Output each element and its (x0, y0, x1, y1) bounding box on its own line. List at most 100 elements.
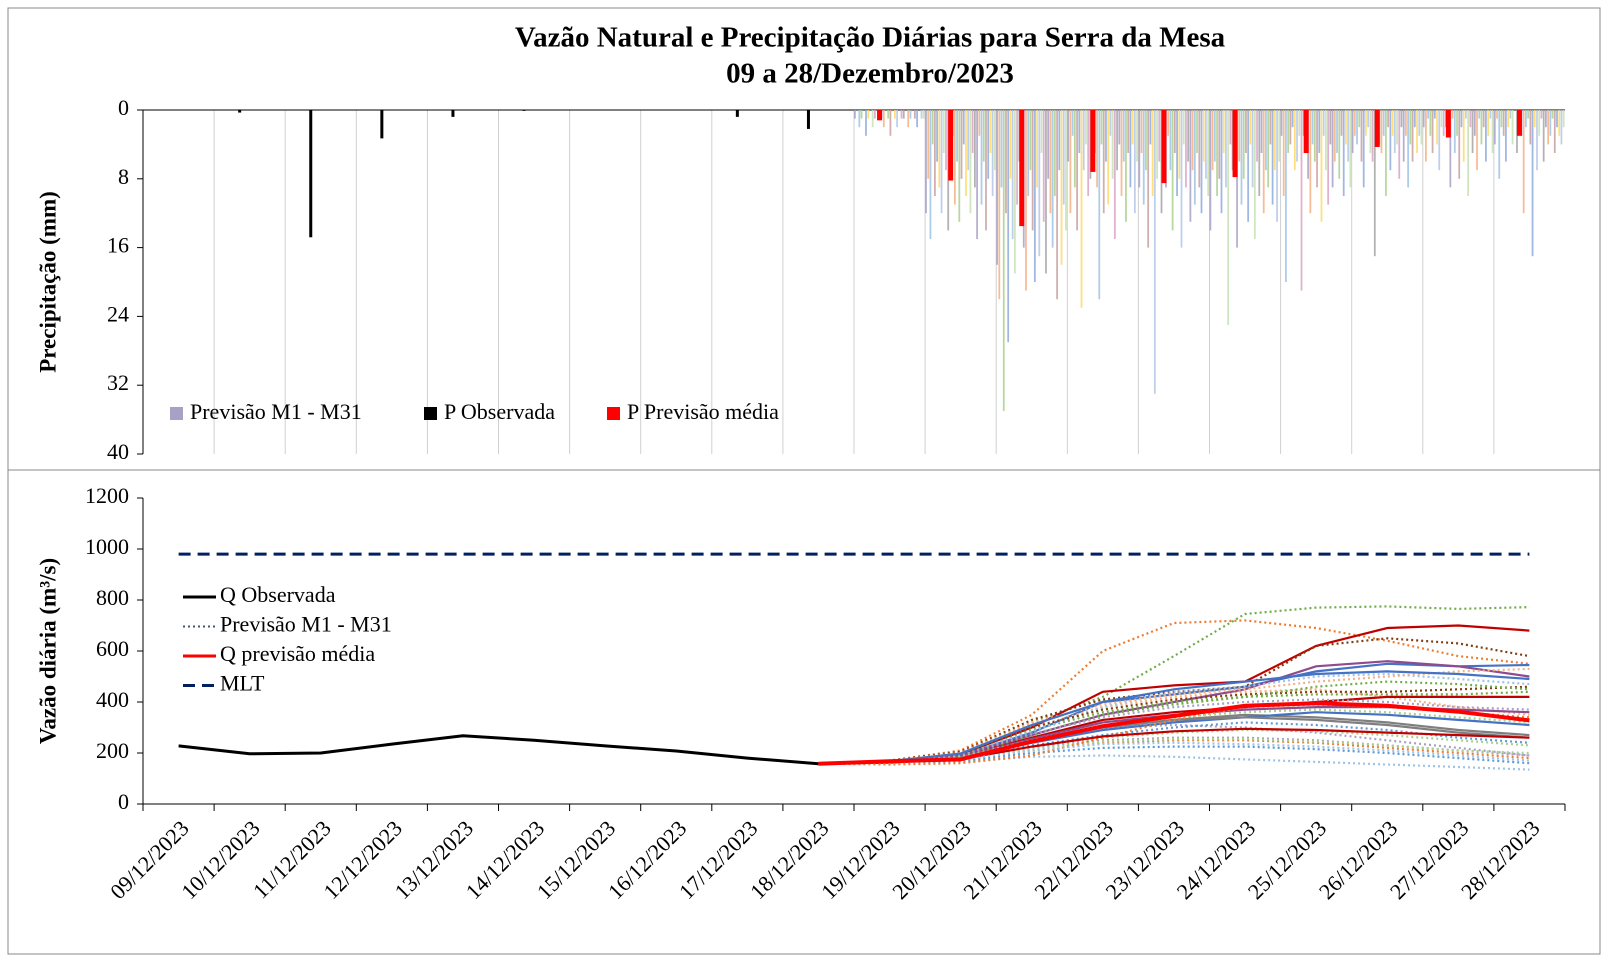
member-bar (1009, 110, 1012, 179)
member-bar (1087, 110, 1090, 196)
member-bar (982, 110, 985, 162)
member-bar (1396, 110, 1398, 145)
frame (7, 7, 1601, 955)
member-bar (1007, 110, 1010, 343)
member-bar (1176, 110, 1178, 196)
member-bar (1011, 110, 1014, 239)
member-bar (1436, 110, 1438, 145)
member-bar (1118, 110, 1121, 145)
y-tick-label: 600 (96, 636, 129, 661)
y-tick-label: 1000 (85, 534, 129, 559)
member-bar (1029, 110, 1032, 171)
member-bar (889, 110, 892, 136)
member-bar (1285, 110, 1287, 282)
member-bar (993, 110, 996, 171)
member-bar (936, 110, 938, 162)
member-bar (971, 110, 974, 153)
member-bar (1356, 110, 1358, 145)
y-tick-label: 16 (107, 233, 129, 258)
member-bar (1400, 110, 1403, 128)
member-bar (1325, 110, 1327, 171)
member-bar (1036, 110, 1038, 188)
member-bar (1271, 110, 1274, 205)
member-bar (1140, 110, 1143, 153)
member-bar (1505, 110, 1507, 162)
member-bar (1260, 110, 1263, 153)
member-bar (909, 110, 912, 119)
member-bar (1402, 110, 1405, 162)
member-bar (1222, 110, 1225, 153)
member-bar (1031, 110, 1034, 231)
member-bar (1033, 110, 1036, 282)
legend-label: P Observada (444, 399, 555, 424)
y-tick-label: 1200 (85, 483, 129, 508)
member-bar (1485, 110, 1487, 162)
member-bar (1082, 110, 1085, 171)
member-line (818, 670, 1530, 765)
member-bar (929, 110, 932, 239)
member-bar (1227, 110, 1230, 325)
member-bar (1542, 110, 1545, 162)
member-bar (882, 110, 885, 128)
member-bar (1156, 110, 1158, 179)
mean-bar (1090, 110, 1096, 172)
mean-bar (1374, 110, 1380, 147)
member-bar (958, 110, 961, 222)
member-bar (1398, 110, 1401, 179)
member-bar (1367, 110, 1370, 128)
member-bar (1509, 110, 1512, 119)
member-bar (1256, 110, 1258, 162)
member-bar (1216, 110, 1218, 196)
legend-label: Previsão M1 - M31 (220, 612, 392, 637)
member-bar (940, 110, 943, 214)
member-bar (1076, 110, 1078, 231)
member-bar (1133, 110, 1136, 214)
member-bar (867, 110, 870, 119)
member-bar (1431, 110, 1434, 153)
member-bar (1280, 110, 1283, 136)
member-bar (1065, 110, 1067, 231)
mean-bar (1161, 110, 1167, 184)
member-bar (1282, 110, 1285, 196)
member-bar (1347, 110, 1350, 162)
member-bar (1458, 110, 1461, 179)
member-bar (1460, 110, 1463, 128)
chart-title: Vazão Natural e Precipitação Diárias par… (515, 22, 1226, 54)
member-bar (933, 110, 936, 196)
member-bar (1147, 110, 1150, 248)
member-bar (1329, 110, 1332, 145)
member-bar (1380, 110, 1383, 153)
member-bar (1453, 110, 1456, 153)
member-bar (1107, 110, 1110, 205)
member-bar (1211, 110, 1214, 171)
member-bar (902, 110, 905, 119)
member-bar (1342, 110, 1345, 196)
member-bar (1027, 110, 1030, 196)
member-line (818, 605, 1530, 765)
observed-bar (735, 110, 739, 117)
member-bar (1100, 110, 1103, 145)
member-bar (1511, 110, 1514, 145)
member-bar (1045, 110, 1047, 274)
member-bar (1213, 110, 1216, 162)
member-bar (1438, 110, 1441, 171)
member-bar (1331, 110, 1334, 188)
member-bar (1418, 110, 1421, 136)
member-bar (922, 110, 925, 119)
member-bar (1498, 110, 1501, 179)
member-bar (1198, 110, 1201, 188)
member-bar (1238, 110, 1241, 162)
member-bar (1127, 110, 1130, 153)
member-bar (1345, 110, 1347, 145)
member-bar (1391, 110, 1394, 136)
mean-bar (948, 110, 954, 181)
member-bar (1360, 110, 1363, 162)
member-bar (962, 110, 965, 145)
member-line (818, 737, 1530, 765)
legend-label: Q Observada (220, 582, 336, 607)
member-bar (900, 110, 903, 119)
member-bar (1196, 110, 1198, 153)
member-bar (1098, 110, 1101, 300)
member-bar (1522, 110, 1525, 214)
